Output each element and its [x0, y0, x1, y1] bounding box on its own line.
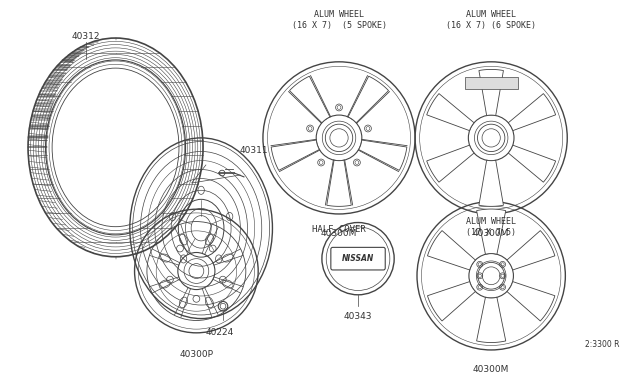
Polygon shape: [271, 140, 319, 170]
Polygon shape: [428, 282, 476, 321]
Text: ALUM WHEEL: ALUM WHEEL: [466, 217, 516, 226]
Text: 40312: 40312: [72, 32, 100, 41]
Text: 40300M: 40300M: [473, 365, 509, 372]
Text: NISSAN: NISSAN: [342, 254, 374, 263]
Text: 2:3300 R: 2:3300 R: [585, 340, 620, 349]
Polygon shape: [289, 76, 330, 123]
Polygon shape: [479, 160, 504, 206]
Polygon shape: [508, 145, 556, 182]
Polygon shape: [507, 282, 555, 321]
Text: (16 X 7) (6 SPOKE): (16 X 7) (6 SPOKE): [446, 21, 536, 30]
Text: (16 X 7)  (5 SPOKE): (16 X 7) (5 SPOKE): [291, 21, 387, 30]
Text: 40300M: 40300M: [321, 229, 357, 238]
Text: 40343: 40343: [344, 312, 372, 321]
Polygon shape: [477, 297, 506, 343]
FancyBboxPatch shape: [331, 247, 385, 270]
Text: (17 X 7.5): (17 X 7.5): [466, 228, 516, 237]
Text: 40300M: 40300M: [473, 229, 509, 238]
Polygon shape: [327, 160, 351, 206]
Text: 40300P: 40300P: [179, 350, 213, 359]
Polygon shape: [479, 70, 504, 116]
Text: 40224: 40224: [206, 328, 234, 337]
Polygon shape: [358, 140, 407, 170]
Polygon shape: [427, 145, 474, 182]
Bar: [465, 77, 518, 89]
Text: ALUM WHEEL: ALUM WHEEL: [314, 10, 364, 19]
Polygon shape: [348, 76, 388, 123]
Polygon shape: [507, 231, 555, 270]
Polygon shape: [477, 209, 506, 254]
Text: HALF COVER: HALF COVER: [312, 225, 366, 234]
Polygon shape: [428, 231, 476, 270]
Text: 40311: 40311: [239, 146, 268, 155]
Polygon shape: [427, 94, 474, 131]
Text: ALUM WHEEL: ALUM WHEEL: [466, 10, 516, 19]
Polygon shape: [508, 94, 556, 131]
